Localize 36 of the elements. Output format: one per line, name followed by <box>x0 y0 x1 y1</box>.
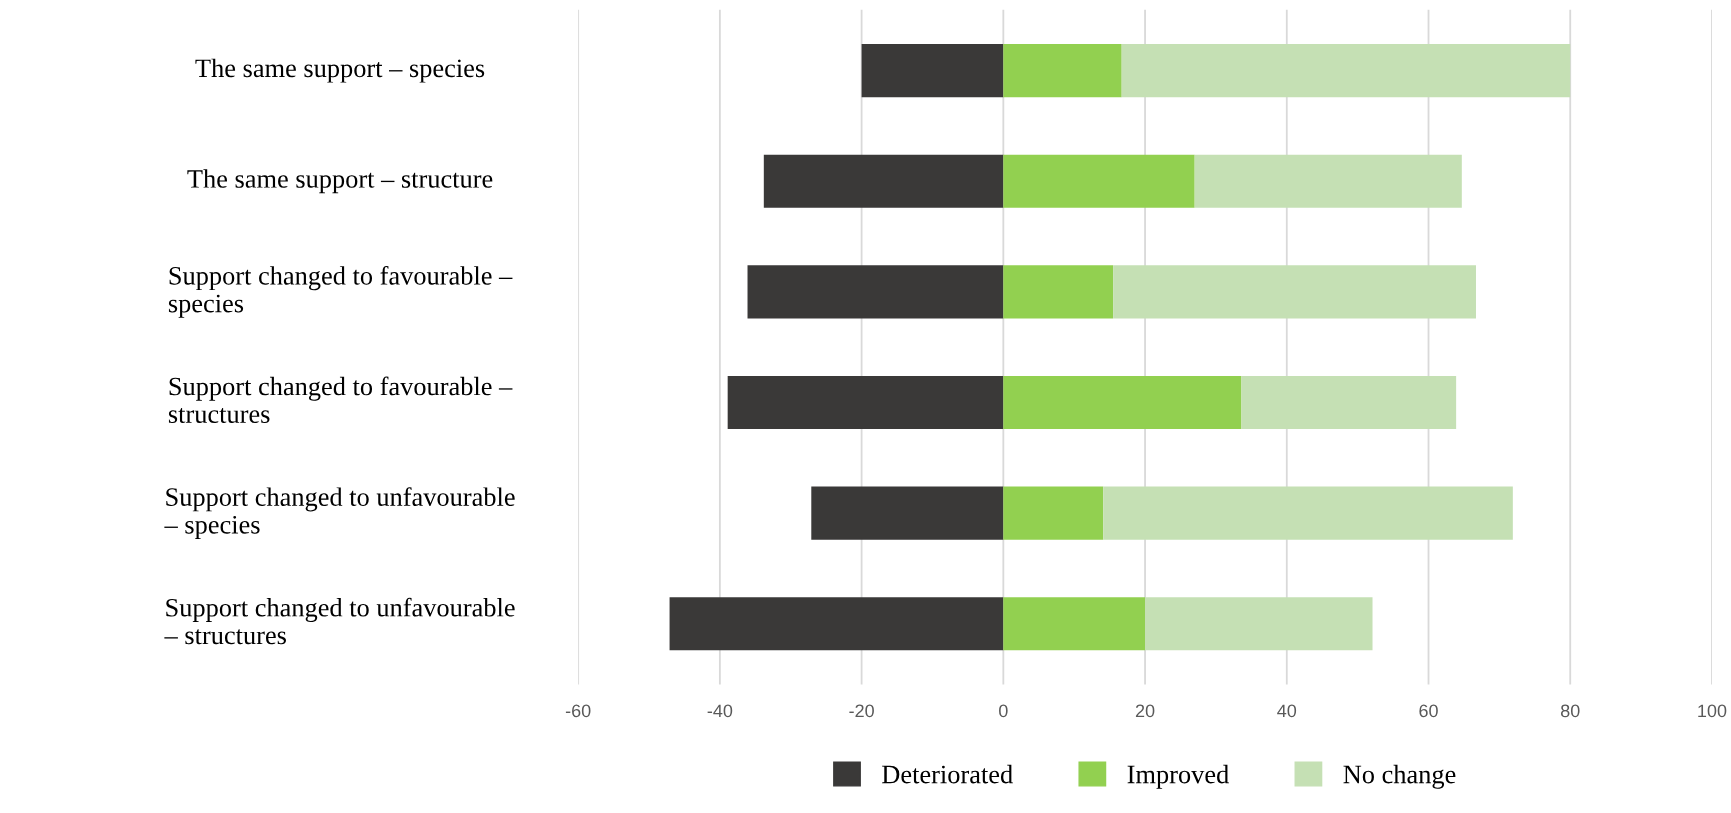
legend-label: No change <box>1343 764 1456 789</box>
x-tick-label: 40 <box>1277 704 1297 718</box>
x-tick-label: -40 <box>707 704 733 718</box>
bar <box>1121 44 1571 98</box>
x-tick-label: 60 <box>1419 704 1438 718</box>
bar <box>727 375 1004 430</box>
bar <box>1003 44 1122 98</box>
bar <box>811 486 1004 540</box>
legend-label: Deteriorated <box>882 764 1013 784</box>
y-tick-label: Support changed to favourable – species <box>168 265 513 318</box>
y-tick-label: Support changed to unfavourable – species <box>164 487 515 540</box>
bar <box>1003 597 1146 651</box>
x-tick-label: 80 <box>1560 704 1580 718</box>
bar <box>861 44 1004 98</box>
y-tick-label: Support changed to unfavourable – structures <box>164 597 515 645</box>
bar <box>1003 486 1104 540</box>
bar <box>1241 375 1457 430</box>
y-tick-label: The same support – species <box>195 58 485 83</box>
x-tick-label: 100 <box>1698 704 1727 718</box>
bar <box>1113 265 1476 319</box>
bar <box>1003 265 1114 319</box>
bar <box>1145 597 1373 651</box>
bar <box>763 154 1004 208</box>
bar <box>1103 486 1513 540</box>
x-tick-label: -60 <box>565 704 591 718</box>
bar <box>1003 154 1195 208</box>
legend-label: Improved <box>1127 764 1229 789</box>
bar <box>1003 375 1242 430</box>
x-tick-label: 0 <box>999 704 1008 718</box>
bar <box>669 597 1004 651</box>
x-tick-label: -20 <box>849 704 874 718</box>
bar <box>1194 154 1462 208</box>
y-tick-label: The same support – structure <box>187 169 493 194</box>
y-tick-label: Support changed to favourable – structures <box>168 376 513 424</box>
x-tick-label: 20 <box>1135 704 1155 718</box>
bar <box>747 265 1004 319</box>
